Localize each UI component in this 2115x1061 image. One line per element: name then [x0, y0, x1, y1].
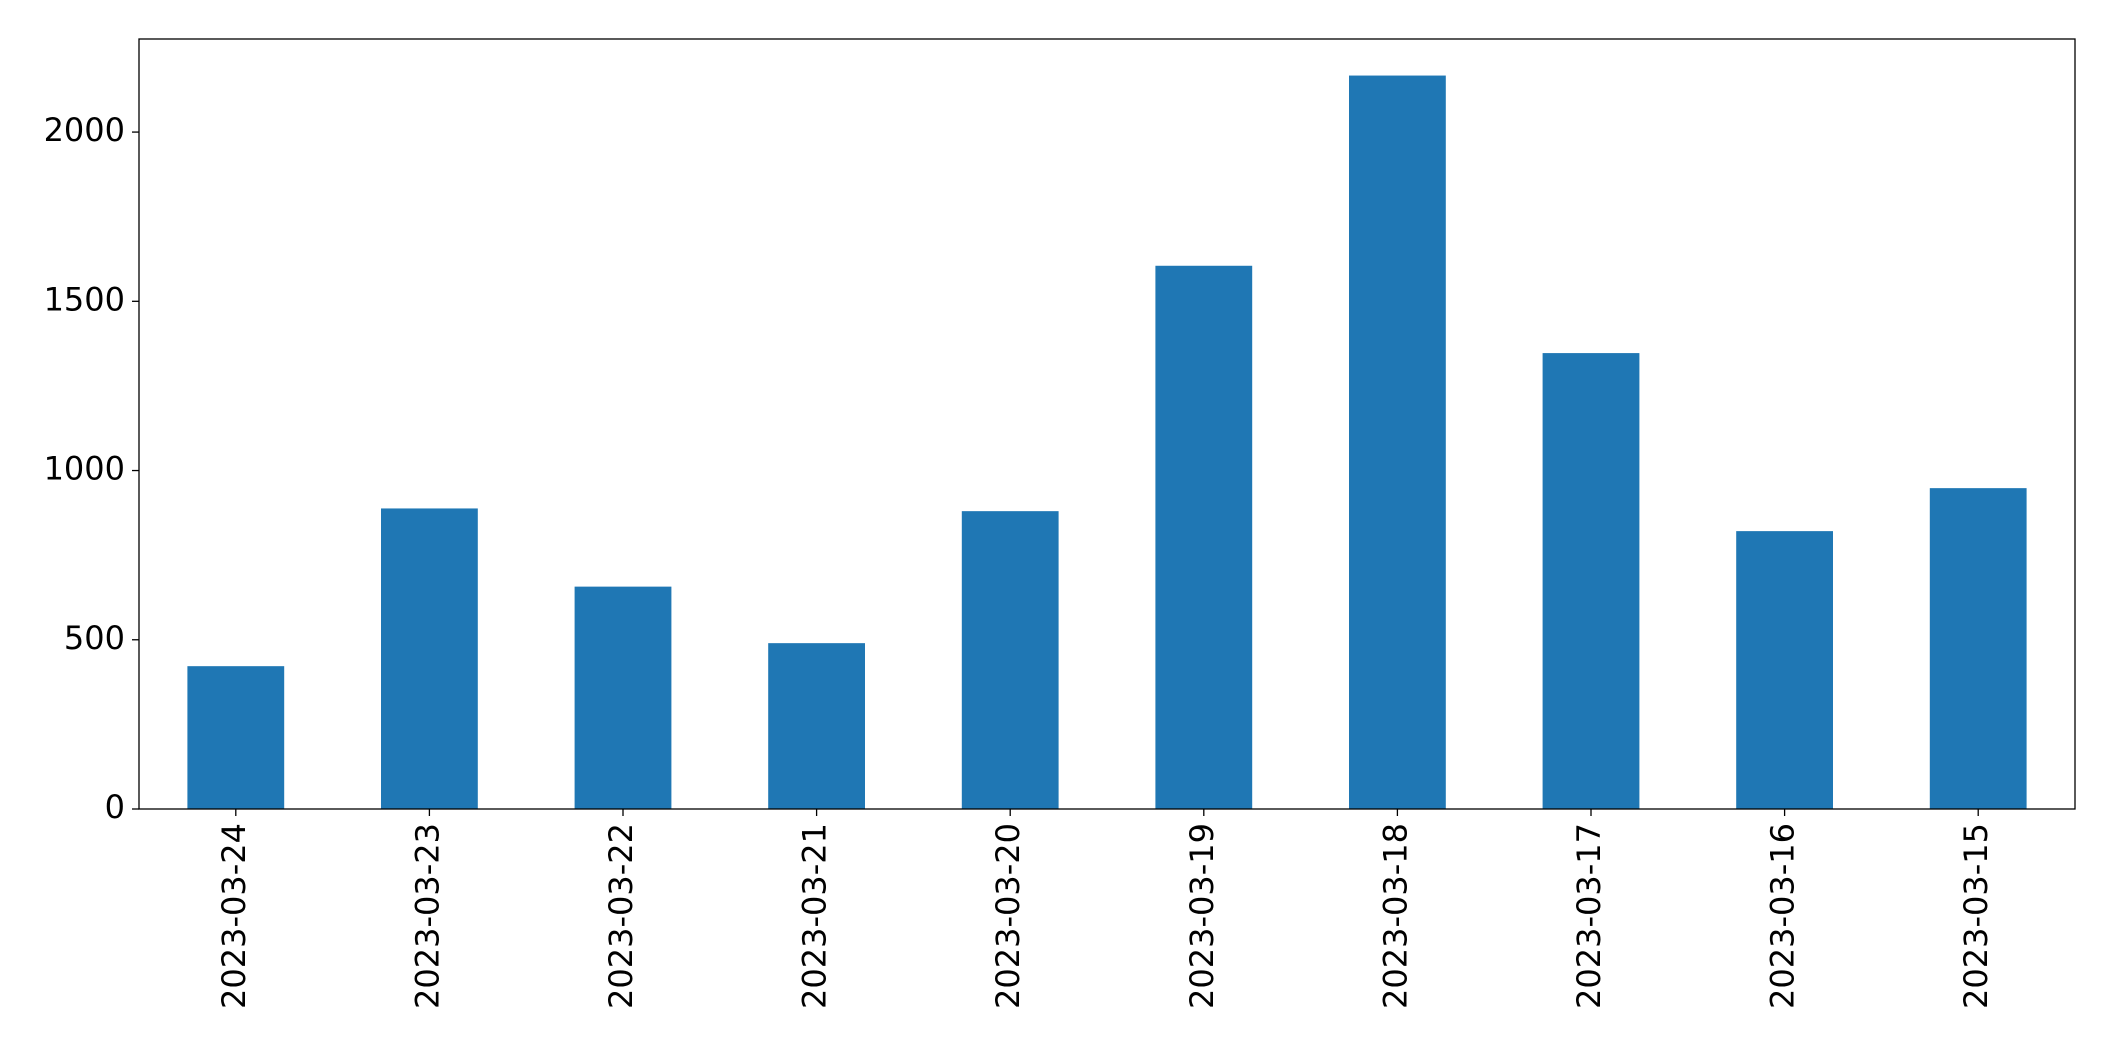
plot-frame [138, 38, 2076, 810]
x-tick-label: 2023-03-21 [796, 823, 834, 1009]
x-tick-label: 2023-03-18 [1376, 823, 1414, 1009]
x-tick-label: 2023-03-19 [1183, 823, 1221, 1009]
y-tick-label: 0 [105, 788, 125, 826]
x-tick-label: 2023-03-22 [602, 823, 640, 1009]
bar [1736, 531, 1833, 809]
bar [768, 643, 865, 809]
x-tick-label: 2023-03-15 [1957, 823, 1995, 1009]
bar [574, 586, 672, 809]
y-tick-label: 500 [64, 619, 125, 657]
y-tick-label: 1500 [44, 280, 125, 318]
bar [1929, 488, 2027, 809]
x-tick-label: 2023-03-24 [215, 823, 253, 1009]
bar [1155, 265, 1253, 809]
x-tick-label: 2023-03-17 [1570, 823, 1608, 1009]
bar [961, 511, 1059, 809]
x-tick-label: 2023-03-23 [408, 823, 446, 1009]
y-tick-label: 2000 [44, 111, 125, 149]
x-tick-label: 2023-03-16 [1764, 823, 1802, 1009]
bar [1542, 353, 1640, 809]
bar [381, 508, 478, 809]
x-tick-label: 2023-03-20 [989, 823, 1027, 1009]
bar [1349, 75, 1446, 810]
bar [187, 666, 285, 809]
y-tick-label: 1000 [44, 450, 125, 488]
